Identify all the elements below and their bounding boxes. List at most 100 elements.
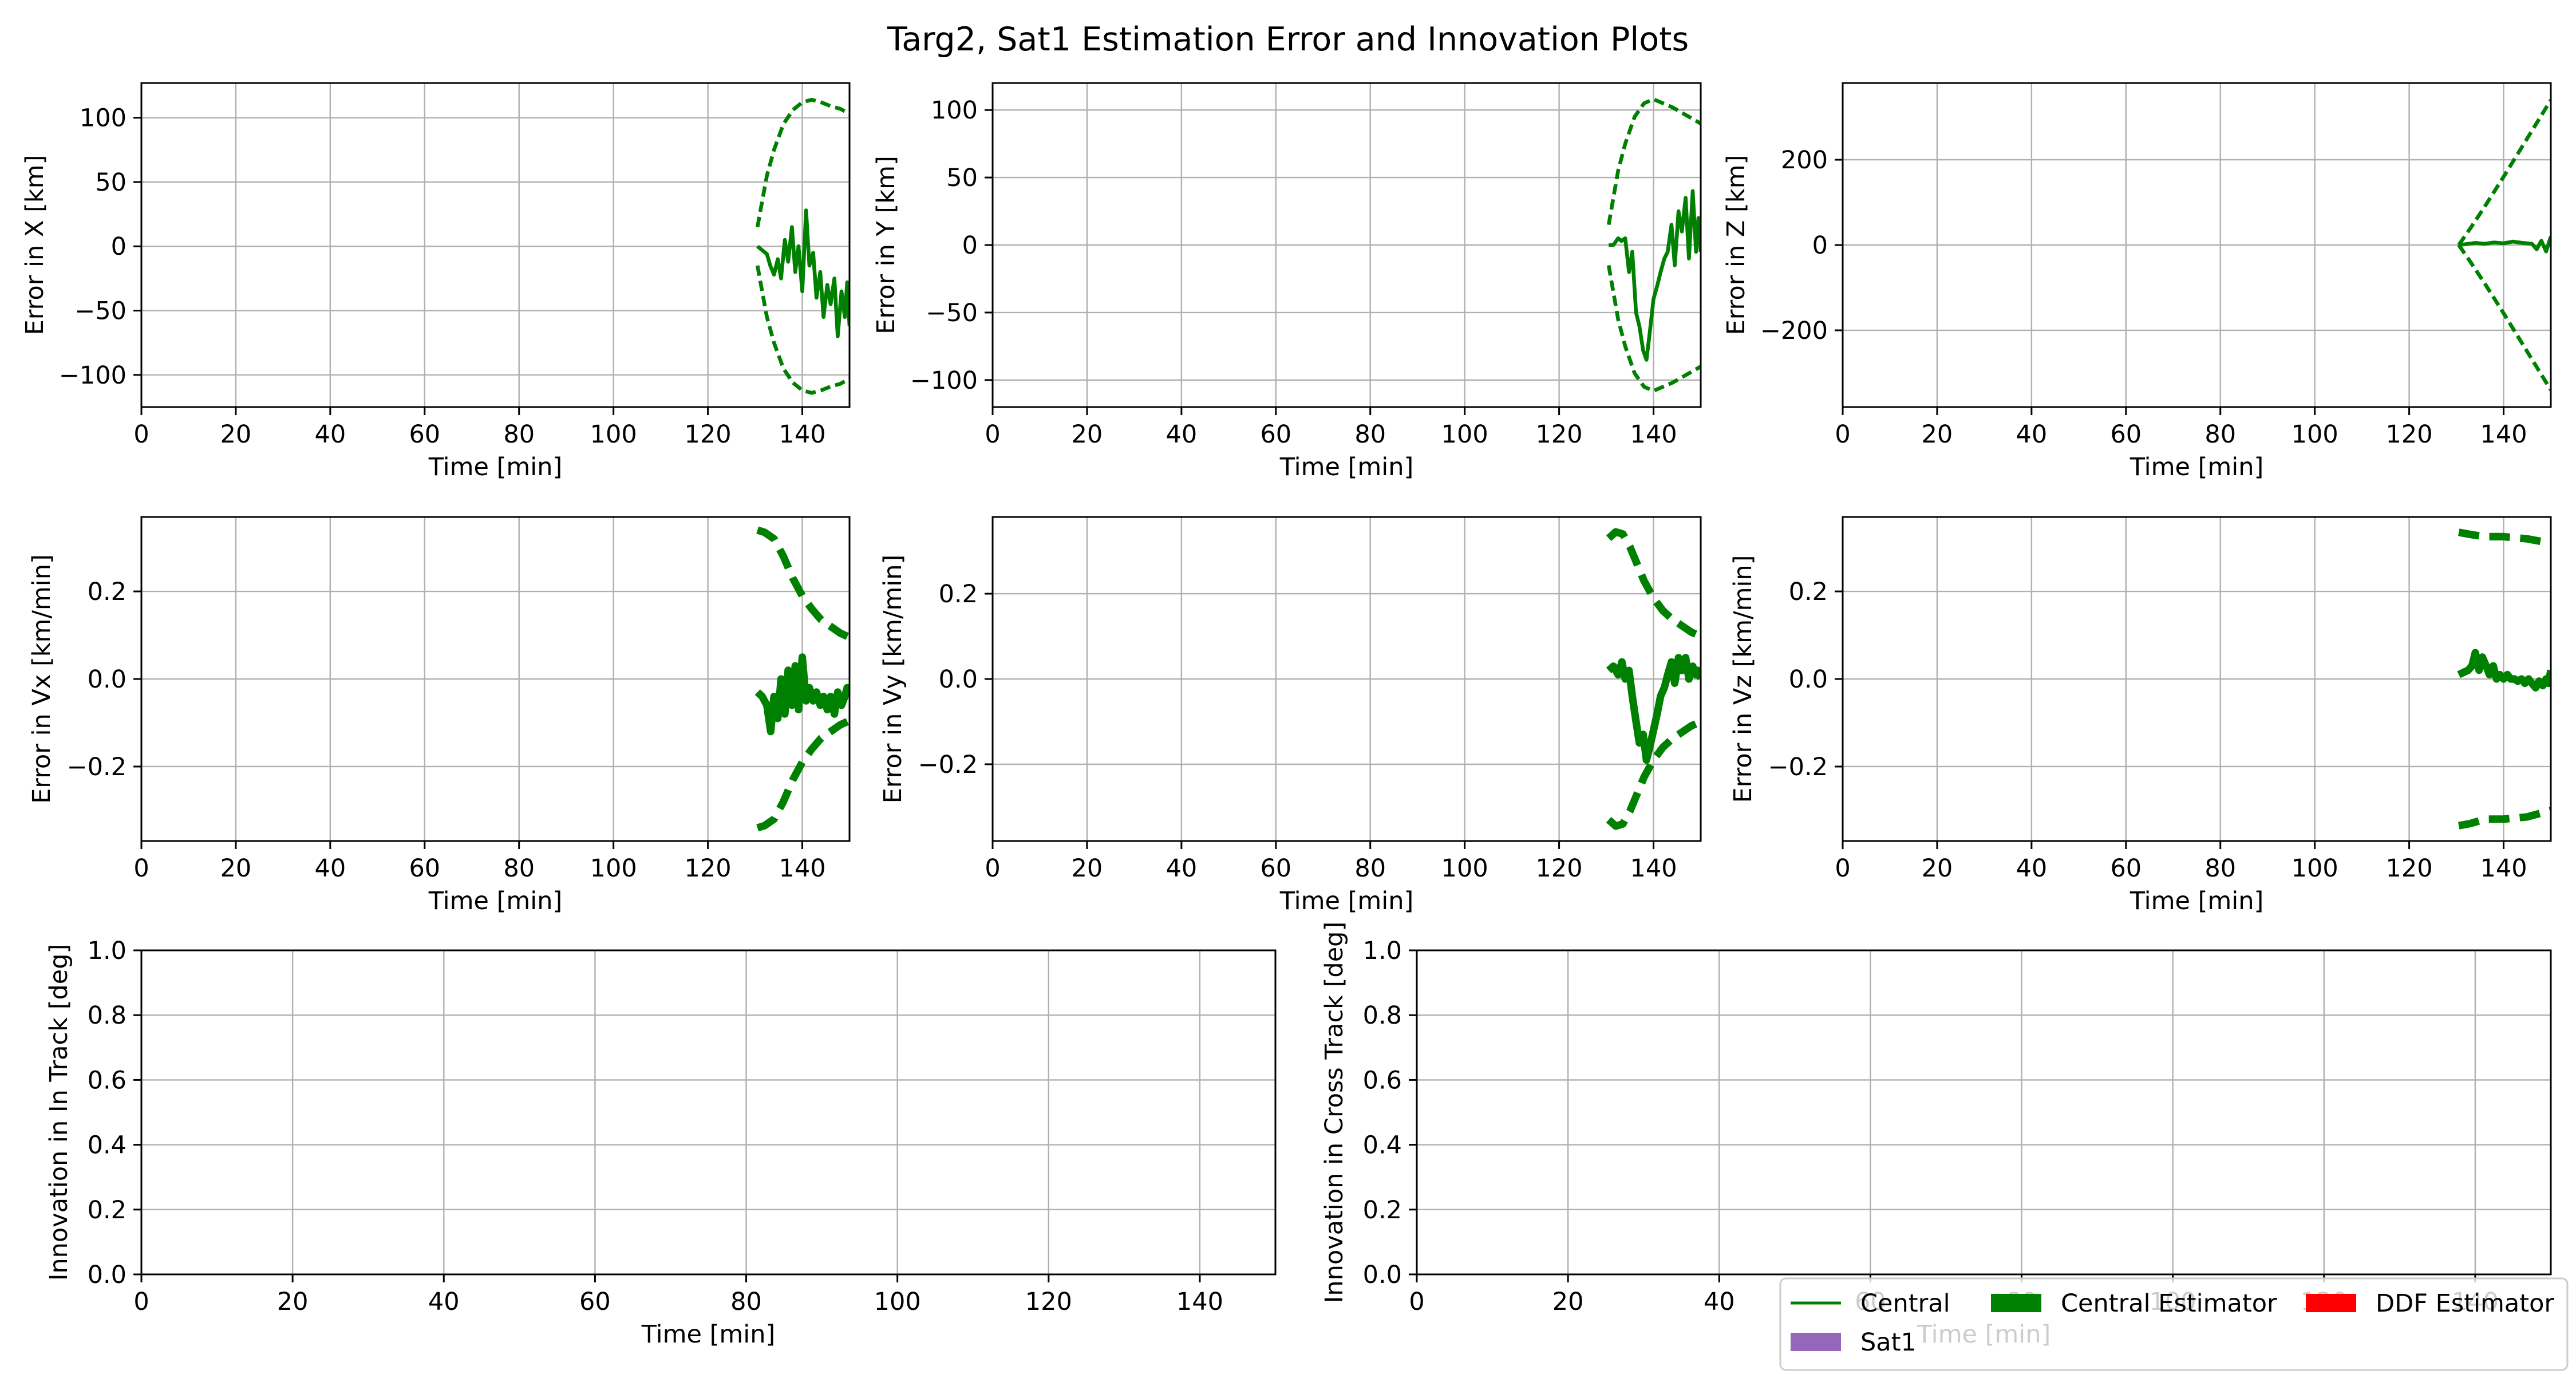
y-tick-label: 100 bbox=[80, 104, 127, 133]
subplot-1: 0 20 40 60 80 100 120 140 −100 −50 0 50 100 Time [min… bbox=[21, 82, 851, 481]
x-tick-label: 60 bbox=[409, 420, 440, 449]
y-tick-label: −200 bbox=[1760, 317, 1828, 345]
subplot-3: 0 20 40 60 80 100 120 140 −200 0 200 Time [min] Erro… bbox=[1722, 82, 2552, 481]
x-tick-label: 60 bbox=[1260, 420, 1291, 449]
x-tick-label: 120 bbox=[685, 854, 732, 883]
y-tick-label: 0 bbox=[111, 232, 127, 261]
y-tick-label: 0.2 bbox=[1363, 1196, 1402, 1225]
y-tick-label: 0 bbox=[962, 231, 978, 260]
series-lower-bound bbox=[1606, 264, 1701, 393]
x-axis-label: Time [min] bbox=[428, 887, 563, 915]
y-axis-label: Error in Y [km] bbox=[872, 156, 900, 334]
series-lower-bound bbox=[756, 717, 850, 832]
series-upper-bound bbox=[1606, 97, 1701, 226]
x-tick-label: 100 bbox=[2291, 420, 2338, 449]
x-tick-label: 100 bbox=[874, 1288, 921, 1316]
series-error bbox=[756, 208, 850, 338]
legend-frame bbox=[1779, 1277, 2569, 1371]
x-tick-label: 100 bbox=[1441, 420, 1488, 449]
x-tick-label: 0 bbox=[133, 854, 149, 883]
y-axis-label: Error in Z [km] bbox=[1722, 155, 1751, 335]
x-tick-label: 140 bbox=[779, 420, 825, 449]
y-axis-label: Error in Vz [km/min] bbox=[1729, 555, 1757, 803]
x-tick-label: 80 bbox=[730, 1288, 762, 1316]
x-tick-label: 0 bbox=[985, 420, 1000, 449]
x-tick-label: 0 bbox=[1835, 854, 1850, 883]
y-tick-label: 0.0 bbox=[939, 665, 978, 694]
x-axis-label: Time [min] bbox=[2129, 453, 2264, 481]
plot-area bbox=[141, 950, 1275, 1274]
x-axis-label: Time [min] bbox=[2129, 887, 2264, 915]
subplot-8: 0204060801001201400.00.20.40.60.81.0Time… bbox=[1320, 922, 2552, 1349]
x-axis-label: Time [min] bbox=[641, 1320, 776, 1349]
legend-label: Sat1 bbox=[1860, 1328, 1917, 1357]
y-tick-label: 0.4 bbox=[1363, 1131, 1402, 1160]
y-tick-label: 200 bbox=[1781, 146, 1828, 175]
y-tick-label: 0.2 bbox=[88, 1196, 127, 1225]
y-axis-label: Error in Vx [km/min] bbox=[27, 554, 56, 804]
y-axis-label: Error in X [km] bbox=[21, 155, 49, 335]
y-axis-label: Innovation in In Track [deg] bbox=[45, 944, 73, 1281]
x-tick-label: 120 bbox=[1025, 1288, 1072, 1316]
x-tick-label: 60 bbox=[409, 854, 440, 883]
y-tick-label: −0.2 bbox=[918, 751, 978, 779]
series-upper-bound bbox=[2458, 528, 2551, 547]
x-tick-label: 20 bbox=[1072, 420, 1103, 449]
x-tick-label: 40 bbox=[1704, 1288, 1735, 1316]
x-tick-label: 120 bbox=[2386, 420, 2433, 449]
x-tick-label: 40 bbox=[1166, 854, 1198, 883]
y-tick-label: 100 bbox=[931, 96, 978, 125]
series-lower-bound bbox=[2458, 807, 2551, 830]
x-tick-label: 100 bbox=[1441, 854, 1488, 883]
x-tick-label: 80 bbox=[503, 420, 535, 449]
y-tick-label: 50 bbox=[95, 168, 127, 197]
y-tick-label: 1.0 bbox=[1363, 937, 1402, 965]
y-axis-label: Error in Vy [km/min] bbox=[879, 555, 907, 804]
y-tick-label: 1.0 bbox=[88, 937, 127, 965]
y-tick-label: 50 bbox=[946, 164, 978, 192]
y-tick-label: 0.2 bbox=[1789, 578, 1828, 606]
series-error bbox=[1609, 189, 1701, 362]
x-tick-label: 40 bbox=[1166, 420, 1198, 449]
y-tick-label: 0.4 bbox=[88, 1131, 127, 1160]
subplot-2: 0 20 40 60 80 100 120 140 −100 −50 0 50 100 Time [min… bbox=[872, 82, 1702, 481]
x-tick-label: 140 bbox=[1630, 420, 1677, 449]
x-tick-label: 40 bbox=[315, 854, 346, 883]
legend-patch-swatch bbox=[2306, 1294, 2356, 1312]
x-tick-label: 40 bbox=[2016, 854, 2048, 883]
x-tick-label: 20 bbox=[220, 854, 252, 883]
y-tick-label: −50 bbox=[74, 297, 127, 326]
x-tick-label: 0 bbox=[133, 1288, 149, 1316]
x-tick-label: 0 bbox=[1835, 420, 1850, 449]
subplot-6: 0 20 40 60 80 100 120 140 −0.2 0.0 0.2 Time [min] Er… bbox=[1729, 516, 2552, 915]
legend-patch-swatch bbox=[1791, 1333, 1841, 1351]
series-error bbox=[1606, 654, 1701, 764]
figure-title: Targ2, Sat1 Estimation Error and Innovat… bbox=[887, 21, 1689, 58]
x-axis-label: Time [min] bbox=[1279, 887, 1414, 915]
series-error bbox=[754, 653, 850, 736]
y-tick-label: 0.0 bbox=[1789, 665, 1828, 694]
subplot-4: 0 20 40 60 80 100 120 140 −0.2 0.0 0.2 Time [min] Er… bbox=[27, 516, 851, 915]
series-upper-bound bbox=[1606, 528, 1701, 640]
x-tick-label: 60 bbox=[2110, 420, 2142, 449]
x-tick-label: 40 bbox=[428, 1288, 460, 1316]
y-axis-label: Innovation in Cross Track [deg] bbox=[1320, 922, 1349, 1304]
series-error bbox=[2457, 649, 2551, 692]
x-tick-label: 120 bbox=[1536, 420, 1583, 449]
plot-area bbox=[141, 83, 850, 407]
series-lower-bound bbox=[1606, 718, 1701, 830]
x-tick-label: 80 bbox=[2204, 854, 2236, 883]
x-tick-label: 60 bbox=[2110, 854, 2142, 883]
x-tick-label: 80 bbox=[2204, 420, 2236, 449]
x-tick-label: 80 bbox=[1354, 420, 1386, 449]
legend-label: Central bbox=[1860, 1289, 1950, 1318]
x-tick-label: 20 bbox=[1922, 854, 1953, 883]
y-tick-label: 0.8 bbox=[1363, 1001, 1402, 1030]
x-tick-label: 140 bbox=[1630, 854, 1677, 883]
x-tick-label: 20 bbox=[1072, 854, 1103, 883]
y-tick-label: 0.6 bbox=[88, 1066, 127, 1095]
y-tick-label: −0.2 bbox=[1768, 753, 1828, 781]
legend-label: DDF Estimator bbox=[2376, 1289, 2554, 1318]
subplot-5: 0 20 40 60 80 100 120 140 −0.2 0.0 0.2 Time [min] Er… bbox=[879, 516, 1702, 915]
